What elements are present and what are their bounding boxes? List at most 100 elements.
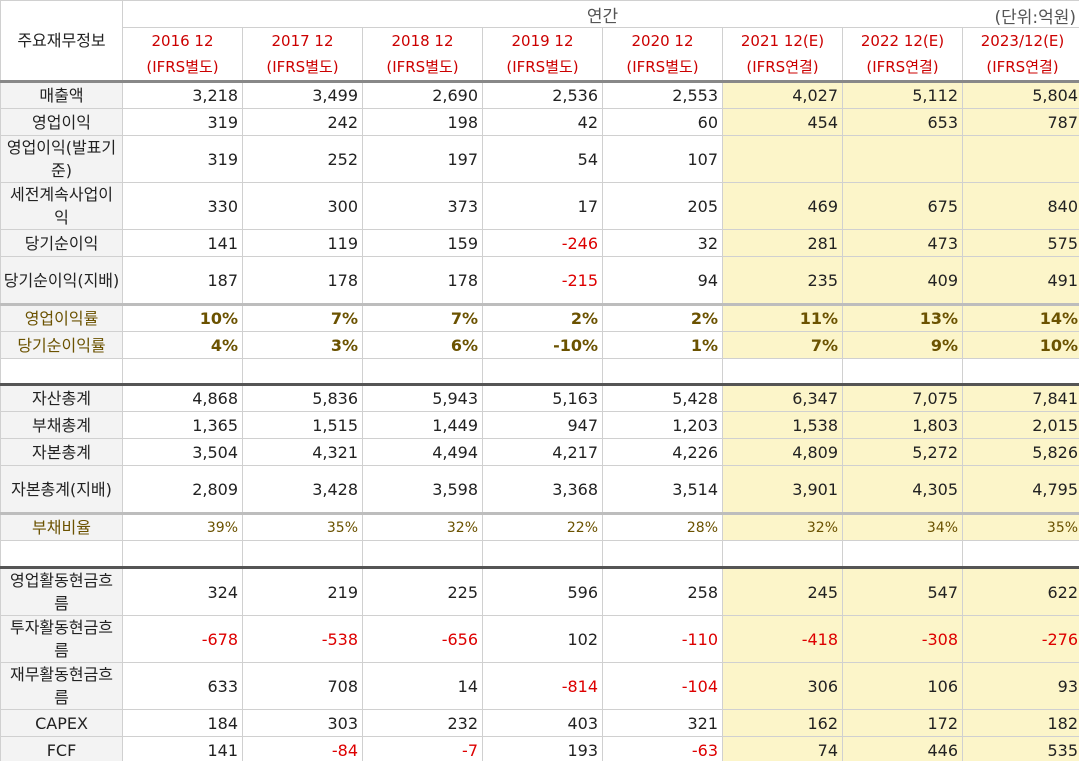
value-cell: -84	[242, 736, 363, 761]
value-cell: 14%	[961, 303, 1079, 332]
data-row: 부채총계 1,365 1,515 1,449 947 1,203 1,538 1,803 2,0…	[0, 411, 1079, 439]
column-basis: (IFRS연결)	[986, 58, 1059, 76]
value-cell: 3,598	[362, 465, 483, 514]
value-cell: 633	[122, 662, 243, 710]
column-basis: (IFRS별도)	[266, 58, 339, 76]
data-row: 당기순이익 141 119 159 -246 32 281 473 575	[0, 229, 1079, 257]
column-period: 2021 12(E)	[740, 32, 825, 50]
empty-cell	[722, 540, 843, 568]
value-cell: 4,305	[842, 465, 963, 514]
value-cell: 7%	[722, 331, 843, 359]
row-label: 영업이익률	[0, 303, 123, 332]
value-cell: 178	[242, 256, 363, 305]
value-cell: 28%	[602, 512, 723, 541]
empty-cell	[482, 358, 603, 385]
value-cell: 141	[122, 229, 243, 257]
value-cell: 7%	[242, 303, 363, 332]
value-cell: 252	[242, 135, 363, 183]
value-cell: 187	[122, 256, 243, 305]
data-row: 자본총계(지배) 2,809 3,428 3,598 3,368 3,514 3,901 4,…	[0, 465, 1079, 514]
value-cell: 39%	[122, 512, 243, 541]
value-cell: 35%	[242, 512, 363, 541]
value-cell: 4,226	[602, 438, 723, 466]
value-cell: 205	[602, 182, 723, 230]
data-row: 자산총계 4,868 5,836 5,943 5,163 5,428 6,347 7,075 7…	[0, 383, 1079, 412]
column-basis: (IFRS연결)	[866, 58, 939, 76]
empty-cell	[842, 540, 963, 568]
value-cell: 2,536	[482, 81, 603, 109]
value-cell: 1,449	[362, 411, 483, 439]
value-cell: 6,347	[722, 383, 843, 412]
value-cell: 3,368	[482, 465, 603, 514]
column-period: 2023/12(E)	[980, 32, 1065, 50]
row-label: 당기순이익	[0, 229, 123, 257]
value-cell: -215	[482, 256, 603, 305]
value-cell: 162	[722, 709, 843, 737]
value-cell: -678	[122, 615, 243, 663]
value-cell: 675	[842, 182, 963, 230]
value-cell: 4,027	[722, 81, 843, 109]
value-cell: 2,809	[122, 465, 243, 514]
value-cell: 1%	[602, 331, 723, 359]
value-cell: 473	[842, 229, 963, 257]
value-cell: 42	[482, 108, 603, 136]
empty-cell	[961, 540, 1079, 568]
value-cell: 4,494	[362, 438, 483, 466]
value-cell: 3,504	[122, 438, 243, 466]
row-label: 영업이익	[0, 108, 123, 136]
value-cell: 235	[722, 256, 843, 305]
value-cell: -308	[842, 615, 963, 663]
value-cell: 119	[242, 229, 363, 257]
data-row: 당기순이익(지배) 187 178 178 -215 94 235 409 491	[0, 256, 1079, 305]
empty-cell	[242, 358, 363, 385]
data-row: 재무활동현금흐름 633 708 14 -814 -104 306 106 93	[0, 662, 1079, 710]
value-cell: 653	[842, 108, 963, 136]
value-cell: 1,203	[602, 411, 723, 439]
empty-cell	[362, 358, 483, 385]
value-cell: 14	[362, 662, 483, 710]
data-row: 영업이익률 10% 7% 7% 2% 2% 11% 13% 14%	[0, 303, 1079, 332]
value-cell: 2,690	[362, 81, 483, 109]
value-cell: 403	[482, 709, 603, 737]
column-header: 2022 12(E) (IFRS연결)	[842, 27, 963, 83]
column-header: 2020 12 (IFRS별도)	[602, 27, 723, 83]
spacer-row	[0, 540, 1079, 568]
value-cell: 5,163	[482, 383, 603, 412]
data-row: 영업활동현금흐름 324 219 225 596 258 245 547 622	[0, 566, 1079, 616]
value-cell: 2,015	[961, 411, 1079, 439]
data-row: 매출액 3,218 3,499 2,690 2,536 2,553 4,027 5,112 5,…	[0, 81, 1079, 109]
value-cell: 2%	[602, 303, 723, 332]
value-cell: 5,836	[242, 383, 363, 412]
value-cell: 258	[602, 566, 723, 616]
value-cell: 3%	[242, 331, 363, 359]
value-cell: 5,112	[842, 81, 963, 109]
column-period: 2022 12(E)	[860, 32, 945, 50]
header-columns-row: 2016 12 (IFRS별도) 2017 12 (IFRS별도) 2018 12 (IF…	[1, 27, 1079, 83]
empty-cell	[0, 540, 123, 568]
column-header: 2019 12 (IFRS별도)	[482, 27, 603, 83]
data-row: 영업이익(발표기준) 319 252 197 54 107	[0, 135, 1079, 183]
column-header: 2021 12(E) (IFRS연결)	[722, 27, 843, 83]
column-period: 2020 12	[631, 32, 694, 50]
value-cell: 303	[242, 709, 363, 737]
value-cell: 172	[842, 709, 963, 737]
value-cell: 4%	[122, 331, 243, 359]
row-label: 재무활동현금흐름	[0, 662, 123, 710]
column-period: 2017 12	[271, 32, 334, 50]
data-row: 투자활동현금흐름 -678 -538 -656 102 -110 -418 -308 -276	[0, 615, 1079, 663]
value-cell: 1,365	[122, 411, 243, 439]
value-cell: 4,217	[482, 438, 603, 466]
value-cell: 321	[602, 709, 723, 737]
value-cell: 7,841	[961, 383, 1079, 412]
value-cell	[842, 135, 963, 183]
header-group: 연간	[586, 6, 619, 27]
data-row: CAPEX 184 303 232 403 321 162 172 182	[0, 709, 1079, 737]
column-basis: (IFRS별도)	[506, 58, 579, 76]
value-cell: 35%	[961, 512, 1079, 541]
value-cell: 947	[482, 411, 603, 439]
value-cell: 197	[362, 135, 483, 183]
data-row: 세전계속사업이익 330 300 373 17 205 469 675 840	[0, 182, 1079, 230]
value-cell: -110	[602, 615, 723, 663]
